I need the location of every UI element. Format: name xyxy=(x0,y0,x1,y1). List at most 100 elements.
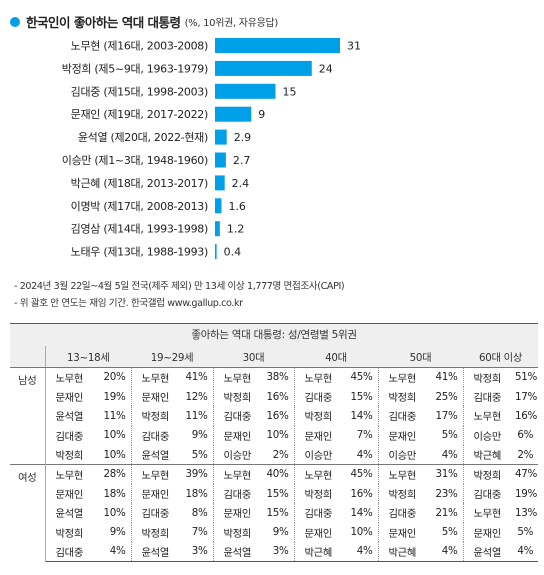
percent-cell: 2% xyxy=(262,445,295,465)
percent-cell: 15% xyxy=(343,386,379,407)
data-label: 1.6 xyxy=(228,200,246,213)
president-name-cell: 김대중 xyxy=(304,392,333,405)
president-name-cell: 김대중 xyxy=(141,508,170,521)
president-name-cell: 박정희 xyxy=(463,366,515,387)
data-label: 1.2 xyxy=(227,223,245,236)
category-label: 노무현 (제16대, 2003-2008) xyxy=(71,40,208,53)
percent-cell: 17% xyxy=(515,390,537,403)
age-group-header: 19~29세 xyxy=(131,345,213,368)
table-corner xyxy=(10,345,46,368)
age-group-header: 30대 xyxy=(213,345,294,368)
source-note: - 위 괄호 안 연도는 재임 기간. 한국갤럽 www.gallup.co.k… xyxy=(14,298,243,309)
category-label: 박근혜 (제18대, 2013-2017) xyxy=(71,177,208,190)
percent-cell: 13% xyxy=(515,506,537,519)
president-name-cell: 노무현 xyxy=(378,366,431,387)
bar xyxy=(215,106,252,122)
percent-cell: 9% xyxy=(181,425,214,446)
president-name-cell: 김대중 xyxy=(223,411,252,424)
bar xyxy=(215,244,217,260)
percent-cell: 41% xyxy=(431,366,464,387)
president-name-cell: 박정희 xyxy=(223,392,252,405)
president-name-cell: 노무현 xyxy=(45,463,95,484)
category-label: 박정희 (제5~9대, 1963-1979) xyxy=(62,62,208,75)
percent-cell: 15% xyxy=(262,503,295,523)
chart-title-row: 한국인이 좋아하는 역대 대통령 (%, 10위권, 자유응답) xyxy=(10,12,278,31)
president-name-cell: 문재인 xyxy=(223,508,252,521)
president-name-cell: 노무현 xyxy=(131,463,181,484)
president-name-cell: 박근혜 xyxy=(294,542,343,562)
president-name-cell: 이승만 xyxy=(304,450,333,462)
percent-cell: 4% xyxy=(343,445,379,465)
survey-note: - 2024년 3월 22일~4월 5일 전국(제주 제외) 만 13세 이상 … xyxy=(14,281,345,292)
percent-cell: 40% xyxy=(262,463,295,484)
president-name-cell: 김대중 xyxy=(45,542,95,562)
president-name-cell: 문재인 xyxy=(141,392,170,405)
category-label: 이명박 (제17대, 2008-2013) xyxy=(71,200,208,213)
president-name-cell: 윤석열 xyxy=(213,542,262,562)
percent-cell: 21% xyxy=(431,503,464,523)
bar xyxy=(215,83,276,99)
president-name-cell: 노무현 xyxy=(131,366,181,387)
data-label: 9 xyxy=(258,108,265,121)
percent-cell: 5% xyxy=(181,445,214,465)
percent-cell: 51% xyxy=(515,366,539,387)
president-name-cell: 김대중 xyxy=(388,411,417,424)
percent-cell: 10% xyxy=(95,503,132,523)
percent-cell: 8% xyxy=(181,503,214,523)
percent-cell: 39% xyxy=(181,463,214,484)
age-group-header: 60대 이상 xyxy=(463,345,539,368)
president-name-cell: 문재인 xyxy=(55,392,84,405)
president-name-cell: 노무현 xyxy=(213,366,262,387)
president-name-cell: 박근혜 xyxy=(473,450,502,462)
president-name-cell: 노무현 xyxy=(473,508,502,521)
percent-cell: 18% xyxy=(181,483,214,504)
bar-chart: 노무현 (제16대, 2003-2008) 31 박정희 (제5~9대, 1963-… xyxy=(62,38,361,260)
table-row: 여성 노무현 28% 노무현 39% 노무현 40% 노무현 45% 노무현 31% 박정희 47% xyxy=(10,463,539,562)
table-row: 김대중 4% 윤석열 3% 윤석열 3% 박근혜 4% 박근혜 4% 윤석열 4% xyxy=(10,542,539,562)
president-name-cell: 박정희 xyxy=(141,527,170,540)
president-name-cell: 박정희 xyxy=(304,489,333,502)
percent-cell: 9% xyxy=(262,522,295,543)
data-label: 2.9 xyxy=(234,131,252,144)
percent-cell: 19% xyxy=(515,487,537,500)
data-label: 15 xyxy=(282,85,296,98)
president-name-cell: 김대중 xyxy=(55,430,84,443)
percent-cell: 28% xyxy=(95,463,132,484)
president-name-cell: 문재인 xyxy=(388,430,417,443)
percent-cell: 16% xyxy=(262,406,295,426)
table-row: 윤석열 10% 김대중 8% 문재인 15% 김대중 14% 김대중 21% 노무현 13% xyxy=(10,503,538,523)
percent-cell: 10% xyxy=(262,425,295,446)
percent-cell: 31% xyxy=(431,463,464,484)
table-row: 문재인 19% 문재인 12% 박정희 16% 김대중 15% 박정희 25% 김대중 17% xyxy=(10,386,538,407)
president-name-cell: 노무현 xyxy=(294,463,343,484)
president-name-cell: 문재인 xyxy=(473,527,502,540)
percent-cell: 6% xyxy=(517,429,534,442)
percent-cell: 23% xyxy=(431,483,464,504)
percent-cell: 17% xyxy=(431,406,464,426)
percent-cell: 5% xyxy=(517,526,534,539)
percent-cell: 2% xyxy=(517,448,534,461)
category-label: 윤석열 (제20대, 2022-현재) xyxy=(78,131,208,144)
bullet-dot-icon xyxy=(10,16,20,27)
percent-cell: 15% xyxy=(262,483,295,504)
data-label: 0.4 xyxy=(224,246,242,259)
category-label: 이승만 (제1~3대, 1948-1960) xyxy=(62,154,208,167)
president-name-cell: 이승만 xyxy=(223,450,252,462)
chart-title: 한국인이 좋아하는 역대 대통령 xyxy=(26,15,181,30)
president-name-cell: 박정희 xyxy=(304,411,333,424)
percent-cell: 11% xyxy=(95,406,132,426)
president-name-cell: 노무현 xyxy=(378,463,431,484)
president-name-cell: 김대중 xyxy=(141,430,170,443)
percent-cell: 16% xyxy=(515,409,537,422)
bar xyxy=(215,198,222,214)
president-name-cell: 윤석열 xyxy=(55,411,84,424)
president-name-cell: 문재인 xyxy=(223,430,252,443)
table-title: 좋아하는 역대 대통령: 성/연령별 5위권 xyxy=(10,323,539,346)
president-name-cell: 김대중 xyxy=(388,508,417,521)
president-name-cell: 이승만 xyxy=(473,430,502,443)
percent-cell: 3% xyxy=(262,542,295,562)
bar xyxy=(215,221,220,237)
age-group-header: 40대 xyxy=(294,345,378,368)
percent-cell: 20% xyxy=(95,366,132,387)
gender-label: 남성 xyxy=(10,367,46,465)
